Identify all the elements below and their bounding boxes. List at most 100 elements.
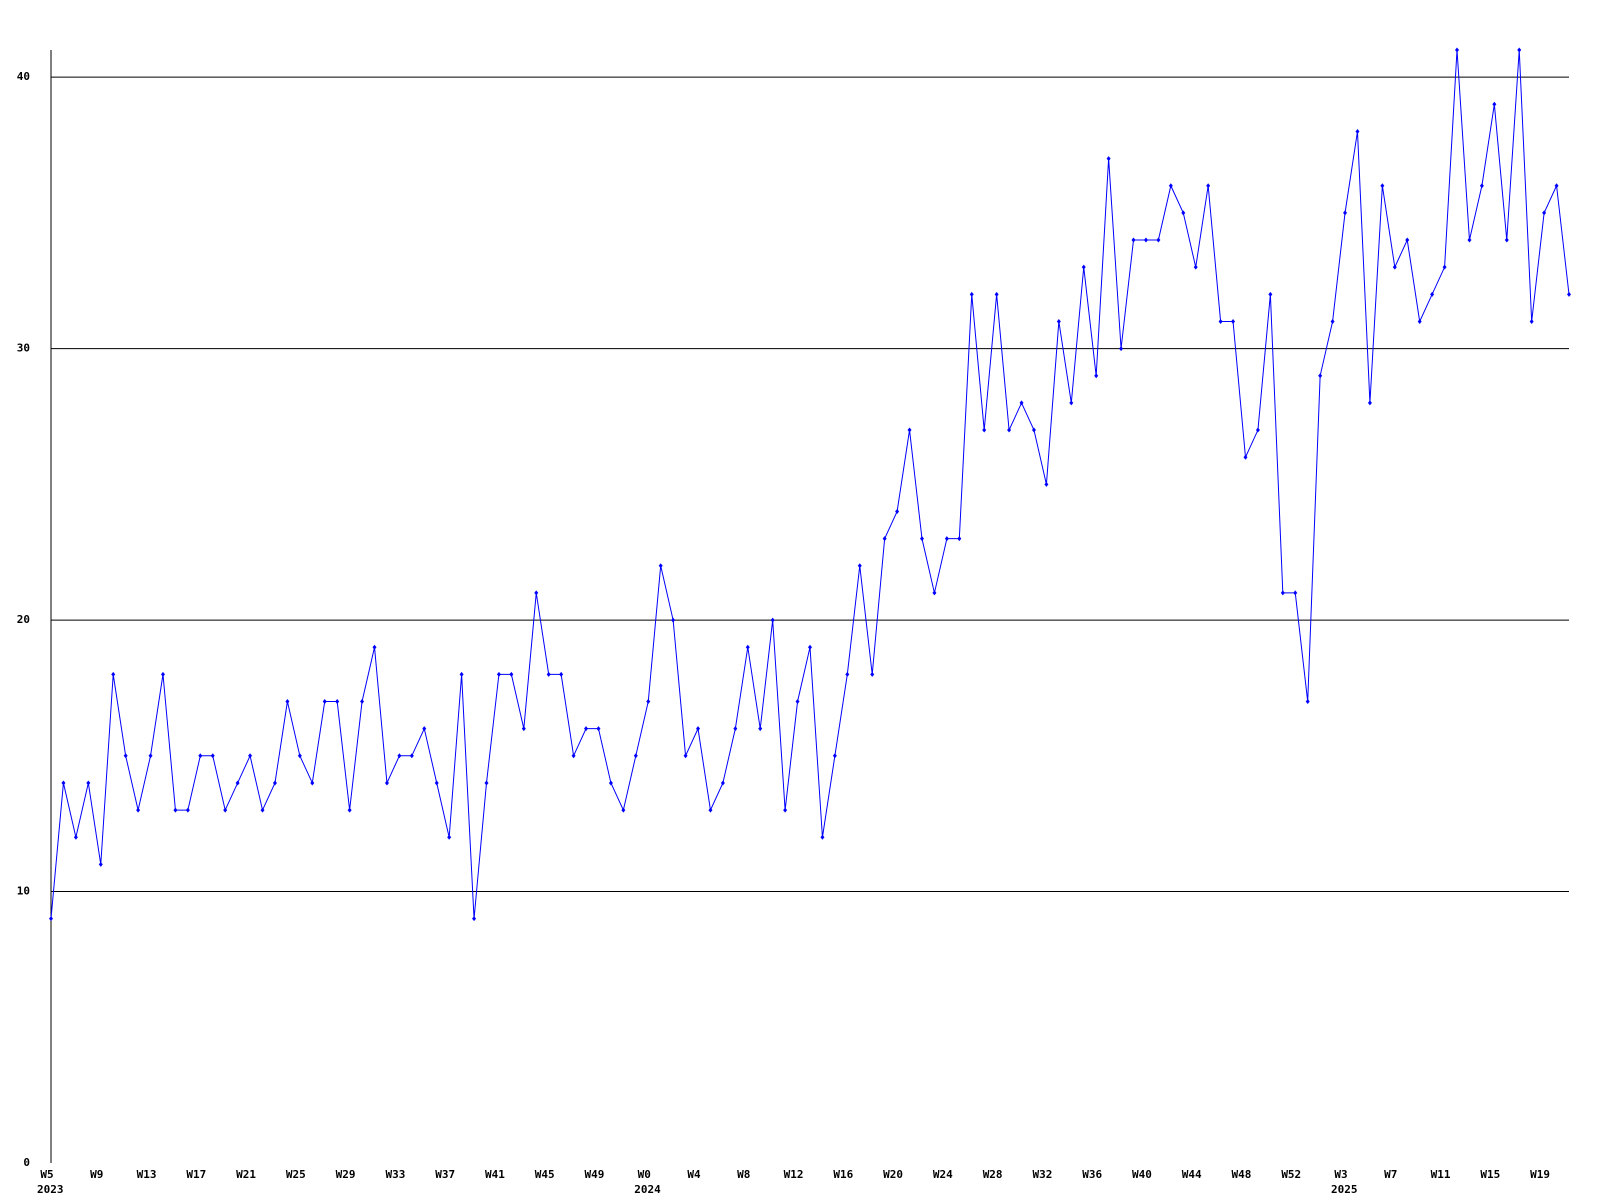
point — [1280, 590, 1285, 596]
y-tick-label: 0 — [23, 1156, 30, 1169]
point — [434, 780, 439, 786]
x-tick-label: W12 — [784, 1168, 804, 1181]
x-tick-label: W48 — [1232, 1168, 1252, 1181]
point — [1542, 210, 1547, 216]
point — [1119, 346, 1124, 352]
point — [1529, 318, 1534, 324]
point — [658, 563, 663, 569]
point — [260, 807, 265, 813]
point — [1106, 156, 1111, 162]
point — [1417, 318, 1422, 324]
point — [633, 753, 638, 759]
x-tick-label: W41 — [485, 1168, 505, 1181]
x-tick-label: W3 — [1334, 1168, 1347, 1181]
point — [895, 508, 900, 514]
x-tick-label: W0 — [638, 1168, 651, 1181]
point — [123, 753, 128, 759]
point — [1455, 47, 1460, 53]
point — [1081, 264, 1086, 270]
point — [335, 699, 340, 705]
point — [758, 726, 763, 732]
point — [86, 780, 91, 786]
point — [248, 753, 253, 759]
point — [944, 536, 949, 542]
x-tick-label: W25 — [286, 1168, 306, 1181]
point — [969, 291, 974, 297]
point — [98, 861, 103, 867]
point — [484, 780, 489, 786]
y-tick-label: 40 — [17, 70, 30, 83]
point — [173, 807, 178, 813]
point — [708, 807, 713, 813]
point — [210, 753, 215, 759]
year-label: 2024 — [634, 1183, 661, 1196]
point — [845, 671, 850, 677]
point — [1343, 210, 1348, 216]
x-tick-label: W44 — [1182, 1168, 1202, 1181]
point — [1168, 183, 1173, 189]
point — [49, 916, 53, 922]
point — [546, 671, 551, 677]
point — [932, 590, 937, 596]
point — [795, 699, 800, 705]
point — [272, 780, 277, 786]
point — [1305, 699, 1310, 705]
x-tick-label: W29 — [336, 1168, 356, 1181]
point — [733, 726, 738, 732]
point — [61, 780, 66, 786]
point — [808, 644, 812, 650]
x-tick-label: W40 — [1132, 1168, 1152, 1181]
x-tick-label: W33 — [385, 1168, 405, 1181]
x-tick-label: W24 — [933, 1168, 953, 1181]
point — [1330, 318, 1335, 324]
point — [1318, 373, 1323, 379]
point — [198, 753, 203, 759]
x-tick-label: W11 — [1431, 1168, 1451, 1181]
point — [509, 671, 514, 677]
point — [571, 753, 576, 759]
y-tick-label: 30 — [17, 342, 30, 355]
point — [1355, 128, 1360, 134]
point — [857, 563, 862, 569]
point — [907, 427, 912, 433]
point — [322, 699, 327, 705]
point — [347, 807, 352, 813]
point — [870, 671, 875, 677]
point — [1255, 427, 1260, 433]
point — [459, 671, 464, 677]
point — [1044, 481, 1049, 487]
point — [621, 807, 626, 813]
point — [136, 807, 141, 813]
point — [1056, 318, 1061, 324]
point — [384, 780, 389, 786]
point — [310, 780, 315, 786]
point — [160, 671, 165, 677]
point — [1007, 427, 1012, 433]
x-tick-label: W13 — [137, 1168, 157, 1181]
x-tick-label: W32 — [1032, 1168, 1052, 1181]
point — [820, 834, 825, 840]
point — [1467, 237, 1472, 243]
point — [683, 753, 688, 759]
point — [1430, 291, 1435, 297]
point — [285, 699, 290, 705]
point — [223, 807, 228, 813]
point — [1517, 47, 1522, 53]
x-tick-label: W5 — [40, 1168, 53, 1181]
point — [671, 617, 676, 623]
point — [919, 536, 924, 542]
point — [1143, 237, 1148, 243]
point — [1031, 427, 1036, 433]
point — [1206, 183, 1211, 189]
point — [720, 780, 725, 786]
point — [521, 726, 526, 732]
x-tick-label: W20 — [883, 1168, 903, 1181]
point — [1567, 291, 1571, 297]
point — [1268, 291, 1273, 297]
y-tick-label: 10 — [17, 885, 30, 898]
x-tick-label: W4 — [687, 1168, 701, 1181]
point — [1392, 264, 1397, 270]
point — [783, 807, 788, 813]
point — [1218, 318, 1223, 324]
line — [50, 49, 1570, 919]
